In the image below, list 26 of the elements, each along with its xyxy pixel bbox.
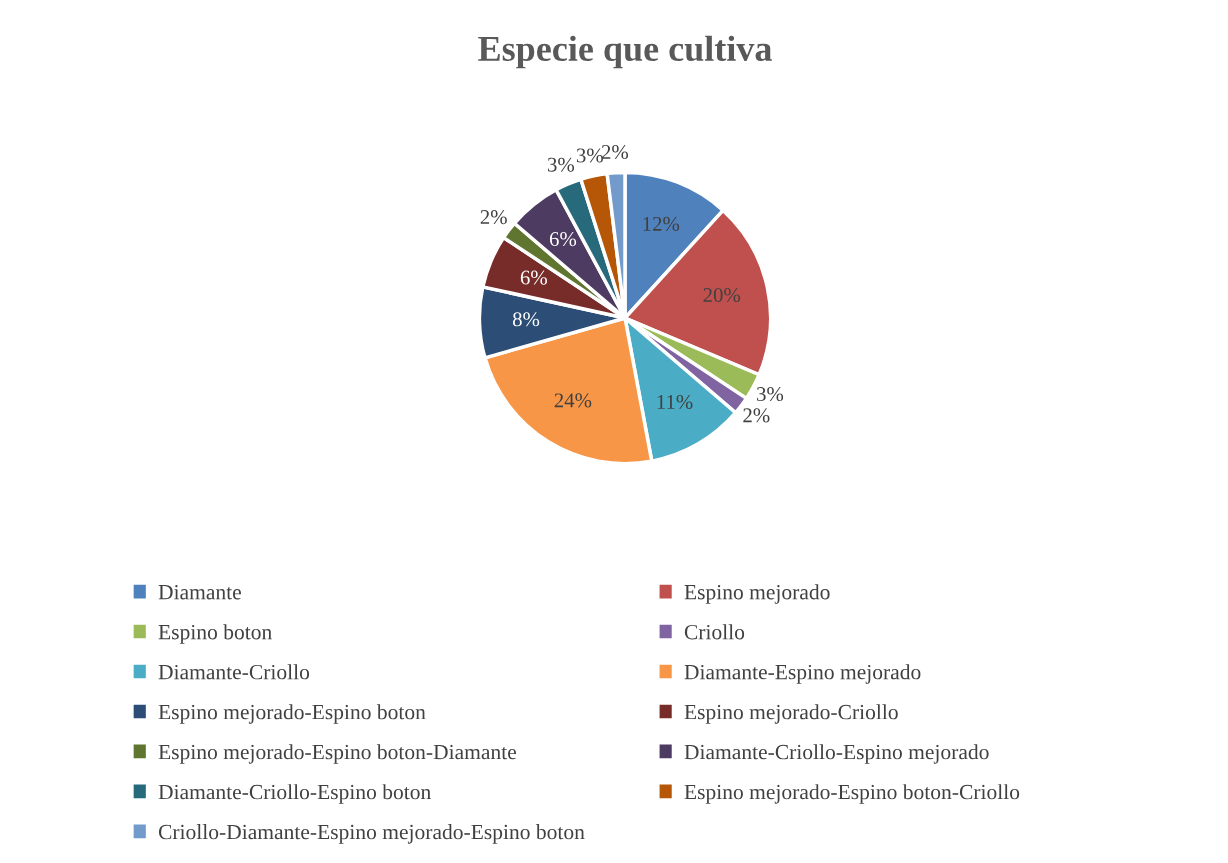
legend-label: Espino mejorado-Espino boton-Criollo xyxy=(684,784,1020,804)
data-label: 6% xyxy=(520,270,547,285)
data-label: 2% xyxy=(480,210,507,225)
legend-label: Espino mejorado-Criollo xyxy=(684,704,898,724)
legend-label: Criollo xyxy=(684,624,745,640)
data-label: 3% xyxy=(547,157,575,172)
chart-title: Especie que cultiva xyxy=(478,35,772,69)
legend-label: Diamante-Espino mejorado xyxy=(684,664,921,684)
legend-label: Espino mejorado-Espino boton xyxy=(158,704,426,724)
data-label: 11% xyxy=(657,394,693,410)
legend-label: Espino mejorado-Espino boton-Diamante xyxy=(158,744,516,764)
legend-label: Espino mejorado xyxy=(684,584,830,604)
legend-label: Criollo-Diamante-Espino mejorado-Espino boton xyxy=(158,824,585,844)
legend-label: Espino boton xyxy=(158,624,272,644)
legend-label: Diamante-Criollo-Espino boton xyxy=(158,784,431,804)
data-label: 20% xyxy=(703,287,741,303)
data-label: 3% xyxy=(576,148,603,163)
data-label: 24% xyxy=(554,393,592,408)
legend-label: Diamante xyxy=(158,584,241,600)
data-label: 12% xyxy=(643,216,680,231)
data-label: 6% xyxy=(549,232,577,247)
data-label: 3% xyxy=(757,386,784,402)
data-label: 2% xyxy=(743,408,770,423)
data-label: 8% xyxy=(512,312,540,327)
legend-label: Diamante-Criollo xyxy=(158,664,310,680)
legend-label: Diamante-Criollo-Espino mejorado xyxy=(684,744,989,764)
